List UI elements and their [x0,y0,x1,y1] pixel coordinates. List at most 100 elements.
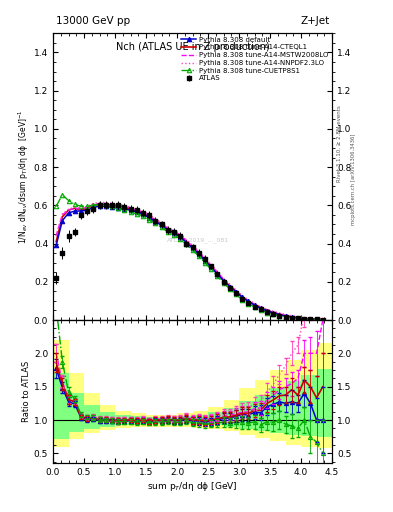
Pythia 8.308 tune-CUETP8S1 [91,202,96,208]
Bar [224,408,239,426]
Pythia 8.308 tune-A14-CTEQL1 [72,205,77,211]
Bar [255,395,270,431]
Pythia 8.308 tune-CUETP8S1 [271,311,275,317]
Pythia 8.308 tune-A14-MSTW2008LO [215,269,220,275]
Pythia 8.308 default [259,305,263,311]
Pythia 8.308 tune-A14-CTEQL1 [271,309,275,315]
Pythia 8.308 tune-A14-CTEQL1 [147,214,152,220]
Pythia 8.308 tune-A14-MSTW2008LO [97,200,102,206]
Pythia 8.308 tune-A14-CTEQL1 [196,250,201,256]
Pythia 8.308 default [190,245,195,251]
Pythia 8.308 tune-A14-MSTW2008LO [203,256,208,262]
Pythia 8.308 tune-A14-MSTW2008LO [141,209,145,215]
Pythia 8.308 default [196,251,201,257]
X-axis label: sum p$_T$/dη dϕ [GeV]: sum p$_T$/dη dϕ [GeV] [147,480,238,493]
Pythia 8.308 tune-A14-CTEQL1 [54,239,59,245]
Pythia 8.308 tune-CUETP8S1 [277,313,282,319]
Pythia 8.308 default [289,314,294,321]
Pythia 8.308 default [79,208,83,214]
Pythia 8.308 tune-CUETP8S1 [79,203,83,209]
Text: Nch (ATLAS UE in Z production): Nch (ATLAS UE in Z production) [116,42,270,52]
Pythia 8.308 tune-CUETP8S1 [128,209,133,215]
Pythia 8.308 default [271,310,275,316]
Pythia 8.308 default [66,210,71,216]
Pythia 8.308 tune-A14-MSTW2008LO [165,225,170,231]
Pythia 8.308 default [128,207,133,213]
Pythia 8.308 tune-A14-NNPDF2.3LO [196,248,201,254]
Bar [130,416,146,424]
Pythia 8.308 tune-A14-NNPDF2.3LO [72,204,77,210]
Pythia 8.308 tune-A14-NNPDF2.3LO [228,281,232,287]
Pythia 8.308 default [320,316,325,323]
Pythia 8.308 tune-A14-MSTW2008LO [196,249,201,255]
Pythia 8.308 tune-CUETP8S1 [165,229,170,235]
Pythia 8.308 tune-A14-CTEQL1 [116,203,121,209]
Pythia 8.308 tune-A14-NNPDF2.3LO [147,212,152,218]
Pythia 8.308 tune-CUETP8S1 [314,316,319,323]
Pythia 8.308 default [91,204,96,210]
Pythia 8.308 default [153,219,158,225]
Pythia 8.308 default [308,316,313,322]
Pythia 8.308 tune-A14-MSTW2008LO [79,206,83,212]
Pythia 8.308 tune-A14-NNPDF2.3LO [134,206,139,212]
Y-axis label: 1/N$_{ev}$ dN$_{ev}$/dsum p$_T$/dη dϕ  [GeV]$^{-1}$: 1/N$_{ev}$ dN$_{ev}$/dsum p$_T$/dη dϕ [G… [17,109,31,244]
Pythia 8.308 tune-CUETP8S1 [122,207,127,213]
Bar [146,415,162,426]
Pythia 8.308 tune-CUETP8S1 [116,205,121,211]
Pythia 8.308 tune-CUETP8S1 [103,202,108,208]
Pythia 8.308 default [172,230,176,236]
Pythia 8.308 tune-A14-NNPDF2.3LO [103,199,108,205]
Pythia 8.308 tune-A14-CTEQL1 [190,244,195,250]
Pythia 8.308 tune-A14-CTEQL1 [141,210,145,216]
Pythia 8.308 default [233,289,238,295]
Pythia 8.308 default [60,218,65,224]
Pythia 8.308 tune-A14-CTEQL1 [320,316,325,323]
Line: Pythia 8.308 tune-A14-NNPDF2.3LO: Pythia 8.308 tune-A14-NNPDF2.3LO [56,202,323,318]
Pythia 8.308 tune-A14-NNPDF2.3LO [289,313,294,319]
Pythia 8.308 tune-A14-CTEQL1 [165,226,170,232]
Bar [99,406,115,430]
Pythia 8.308 tune-A14-MSTW2008LO [302,315,307,321]
Bar [270,388,286,433]
Pythia 8.308 default [72,208,77,214]
Pythia 8.308 tune-A14-NNPDF2.3LO [320,315,325,322]
Pythia 8.308 default [264,308,269,314]
Pythia 8.308 tune-A14-NNPDF2.3LO [259,304,263,310]
Pythia 8.308 tune-CUETP8S1 [72,201,77,207]
Bar [208,412,224,425]
Pythia 8.308 tune-A14-NNPDF2.3LO [141,208,145,214]
Bar [208,407,224,430]
Pythia 8.308 tune-A14-MSTW2008LO [308,315,313,322]
Bar [286,360,301,445]
Pythia 8.308 default [147,215,152,221]
Pythia 8.308 tune-A14-CTEQL1 [184,239,189,245]
Text: Rivet 3.1.10, ≥ 2.8M events: Rivet 3.1.10, ≥ 2.8M events [337,105,342,182]
Pythia 8.308 tune-A14-MSTW2008LO [153,217,158,223]
Pythia 8.308 tune-A14-MSTW2008LO [277,311,282,317]
Pythia 8.308 tune-A14-CTEQL1 [66,207,71,213]
Pythia 8.308 tune-A14-NNPDF2.3LO [283,311,288,317]
Pythia 8.308 tune-A14-NNPDF2.3LO [233,287,238,293]
Pythia 8.308 tune-CUETP8S1 [196,253,201,259]
Pythia 8.308 tune-A14-MSTW2008LO [159,220,164,226]
Pythia 8.308 default [277,312,282,318]
Bar [317,344,332,448]
Pythia 8.308 default [203,258,208,264]
Pythia 8.308 tune-A14-MSTW2008LO [283,312,288,318]
Pythia 8.308 tune-A14-CTEQL1 [302,315,307,322]
Pythia 8.308 tune-A14-NNPDF2.3LO [172,227,176,233]
Bar [53,373,68,439]
Bar [193,411,208,428]
Pythia 8.308 default [122,206,127,212]
Pythia 8.308 tune-A14-NNPDF2.3LO [178,231,182,237]
Pythia 8.308 tune-A14-NNPDF2.3LO [79,205,83,211]
Pythia 8.308 tune-A14-NNPDF2.3LO [215,268,220,274]
Pythia 8.308 tune-A14-MSTW2008LO [271,309,275,315]
Pythia 8.308 tune-A14-NNPDF2.3LO [128,204,133,210]
Pythia 8.308 tune-CUETP8S1 [252,304,257,310]
Bar [255,380,270,438]
Bar [193,415,208,424]
Pythia 8.308 default [110,204,114,210]
Pythia 8.308 tune-A14-MSTW2008LO [172,228,176,234]
Pythia 8.308 tune-CUETP8S1 [221,280,226,286]
